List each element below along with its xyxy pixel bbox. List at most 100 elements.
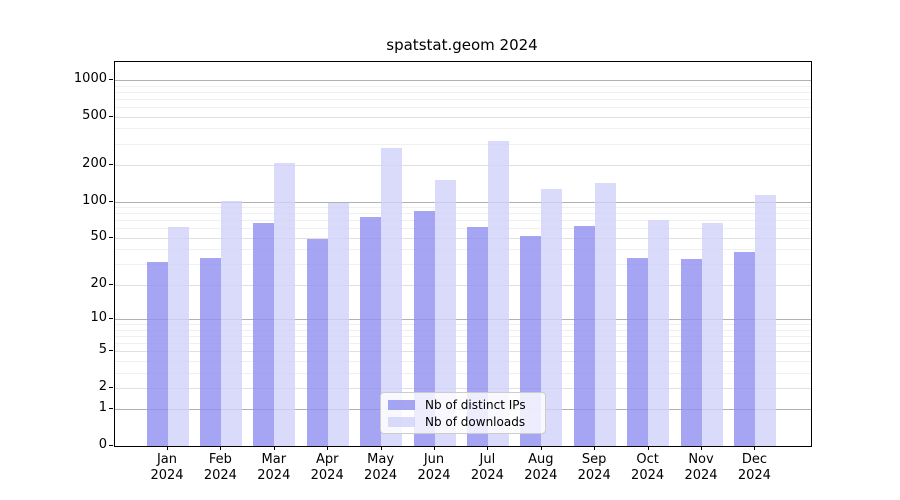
bar-downloads-mar [274,162,296,446]
y-tick-label-1: 1 [98,400,107,416]
y-tick-label-200: 200 [82,156,107,171]
gridline-minor-3 [115,372,811,374]
bar-distinct-ips-nov [680,259,702,446]
bar-downloads-apr [327,202,349,446]
x-tick-dec [754,446,756,450]
y-tick-0 [109,445,113,446]
gridline-200 [115,165,811,166]
bar-distinct-ips-dec [733,251,755,446]
x-tick-feb [220,446,222,450]
gridline-minor-600 [115,107,811,108]
gridline-1000 [115,79,811,81]
gridline-minor-700 [115,98,811,100]
bar-downloads-oct [648,220,670,446]
legend-swatch-downloads [388,416,415,427]
x-tick-oct [647,446,649,450]
x-tick-label-jun: Jun 2024 [417,452,451,483]
x-tick-jun [434,446,435,450]
bar-downloads-aug [541,189,563,446]
x-tick-jan [167,446,168,450]
y-tick-2 [109,386,113,388]
x-tick-label-jan: Jan 2024 [150,452,184,483]
gridline-minor-70 [115,220,811,222]
y-tick-label-2: 2 [98,378,107,394]
bar-distinct-ips-oct [627,257,649,446]
legend-label-downloads: Nb of downloads [425,414,526,429]
gridline-minor-6 [115,342,811,344]
x-tick-label-dec: Dec 2024 [737,452,771,483]
x-tick-may [380,446,382,450]
bar-distinct-ips-apr [306,238,328,446]
x-tick-label-nov: Nov 2024 [684,452,718,483]
plot-area: Nb of distinct IPs Nb of downloads [114,61,812,447]
y-tick-label-20: 20 [90,275,107,291]
bar-downloads-dec [754,195,776,446]
x-tick-mar [273,446,275,450]
gridline-5 [115,351,811,353]
gridline-500 [115,116,811,118]
y-tick-label-10: 10 [90,310,107,325]
gridline-minor-8 [115,329,811,331]
chart-title: spatstat.geom 2024 [386,36,538,54]
bar-downloads-sep [594,183,616,446]
bar-distinct-ips-jun [413,210,435,446]
y-tick-1000 [109,78,113,80]
gridline-50 [115,237,811,239]
gridline-minor-800 [115,91,811,93]
bar-downloads-jun [434,179,456,446]
y-tick-label-500: 500 [82,107,107,123]
gridline-minor-90 [115,207,811,208]
y-tick-label-1000: 1000 [73,70,107,86]
gridline-minor-60 [115,228,811,230]
bar-downloads-jan [167,227,189,446]
x-tick-label-oct: Oct 2024 [631,452,665,483]
y-tick-label-100: 100 [82,192,107,208]
legend-item-distinct-ips: Nb of distinct IPs [388,398,545,412]
gridline-minor-4 [115,360,811,362]
bar-distinct-ips-jul [466,227,488,446]
y-tick-label-5: 5 [98,342,107,358]
y-tick-1 [109,408,113,410]
gridline-minor-7 [115,335,811,337]
bar-downloads-may [381,147,403,446]
y-tick-10 [109,318,113,319]
bar-distinct-ips-may [360,216,382,446]
x-tick-label-feb: Feb 2024 [203,452,237,483]
y-tick-5 [109,350,113,352]
y-tick-100 [109,200,113,202]
x-tick-label-apr: Apr 2024 [310,452,344,483]
y-tick-200 [109,164,113,165]
x-tick-label-jul: Jul 2024 [470,452,504,483]
bar-distinct-ips-sep [573,225,595,446]
x-tick-apr [327,446,329,450]
gridline-minor-80 [115,213,811,215]
legend: Nb of distinct IPs Nb of downloads [380,392,546,434]
gridline-minor-300 [115,143,811,145]
gridline-2 [115,387,811,389]
gridline-20 [115,284,811,286]
bar-downloads-jul [487,141,509,446]
x-tick-nov [701,446,702,450]
x-tick-label-may: May 2024 [364,452,398,483]
gridline-100 [115,201,811,203]
legend-swatch-distinct-ips [388,399,415,410]
gridline-minor-400 [115,128,811,130]
bar-distinct-ips-mar [253,223,275,446]
y-tick-label-0: 0 [98,437,107,452]
x-tick-jul [487,446,489,450]
y-tick-20 [109,283,113,285]
y-tick-50 [109,236,113,238]
x-tick-label-mar: Mar 2024 [257,452,291,483]
x-tick-aug [540,446,542,450]
gridline-minor-900 [115,85,811,87]
bar-distinct-ips-jan [146,262,168,446]
gridline-minor-9 [115,324,811,325]
legend-label-distinct-ips: Nb of distinct IPs [425,397,526,412]
gridline-10 [115,319,811,320]
gridline-minor-30 [115,264,811,266]
x-tick-label-sep: Sep 2024 [577,452,611,483]
x-tick-sep [594,446,596,450]
bar-downloads-feb [220,201,242,446]
gridline-minor-40 [115,249,811,251]
